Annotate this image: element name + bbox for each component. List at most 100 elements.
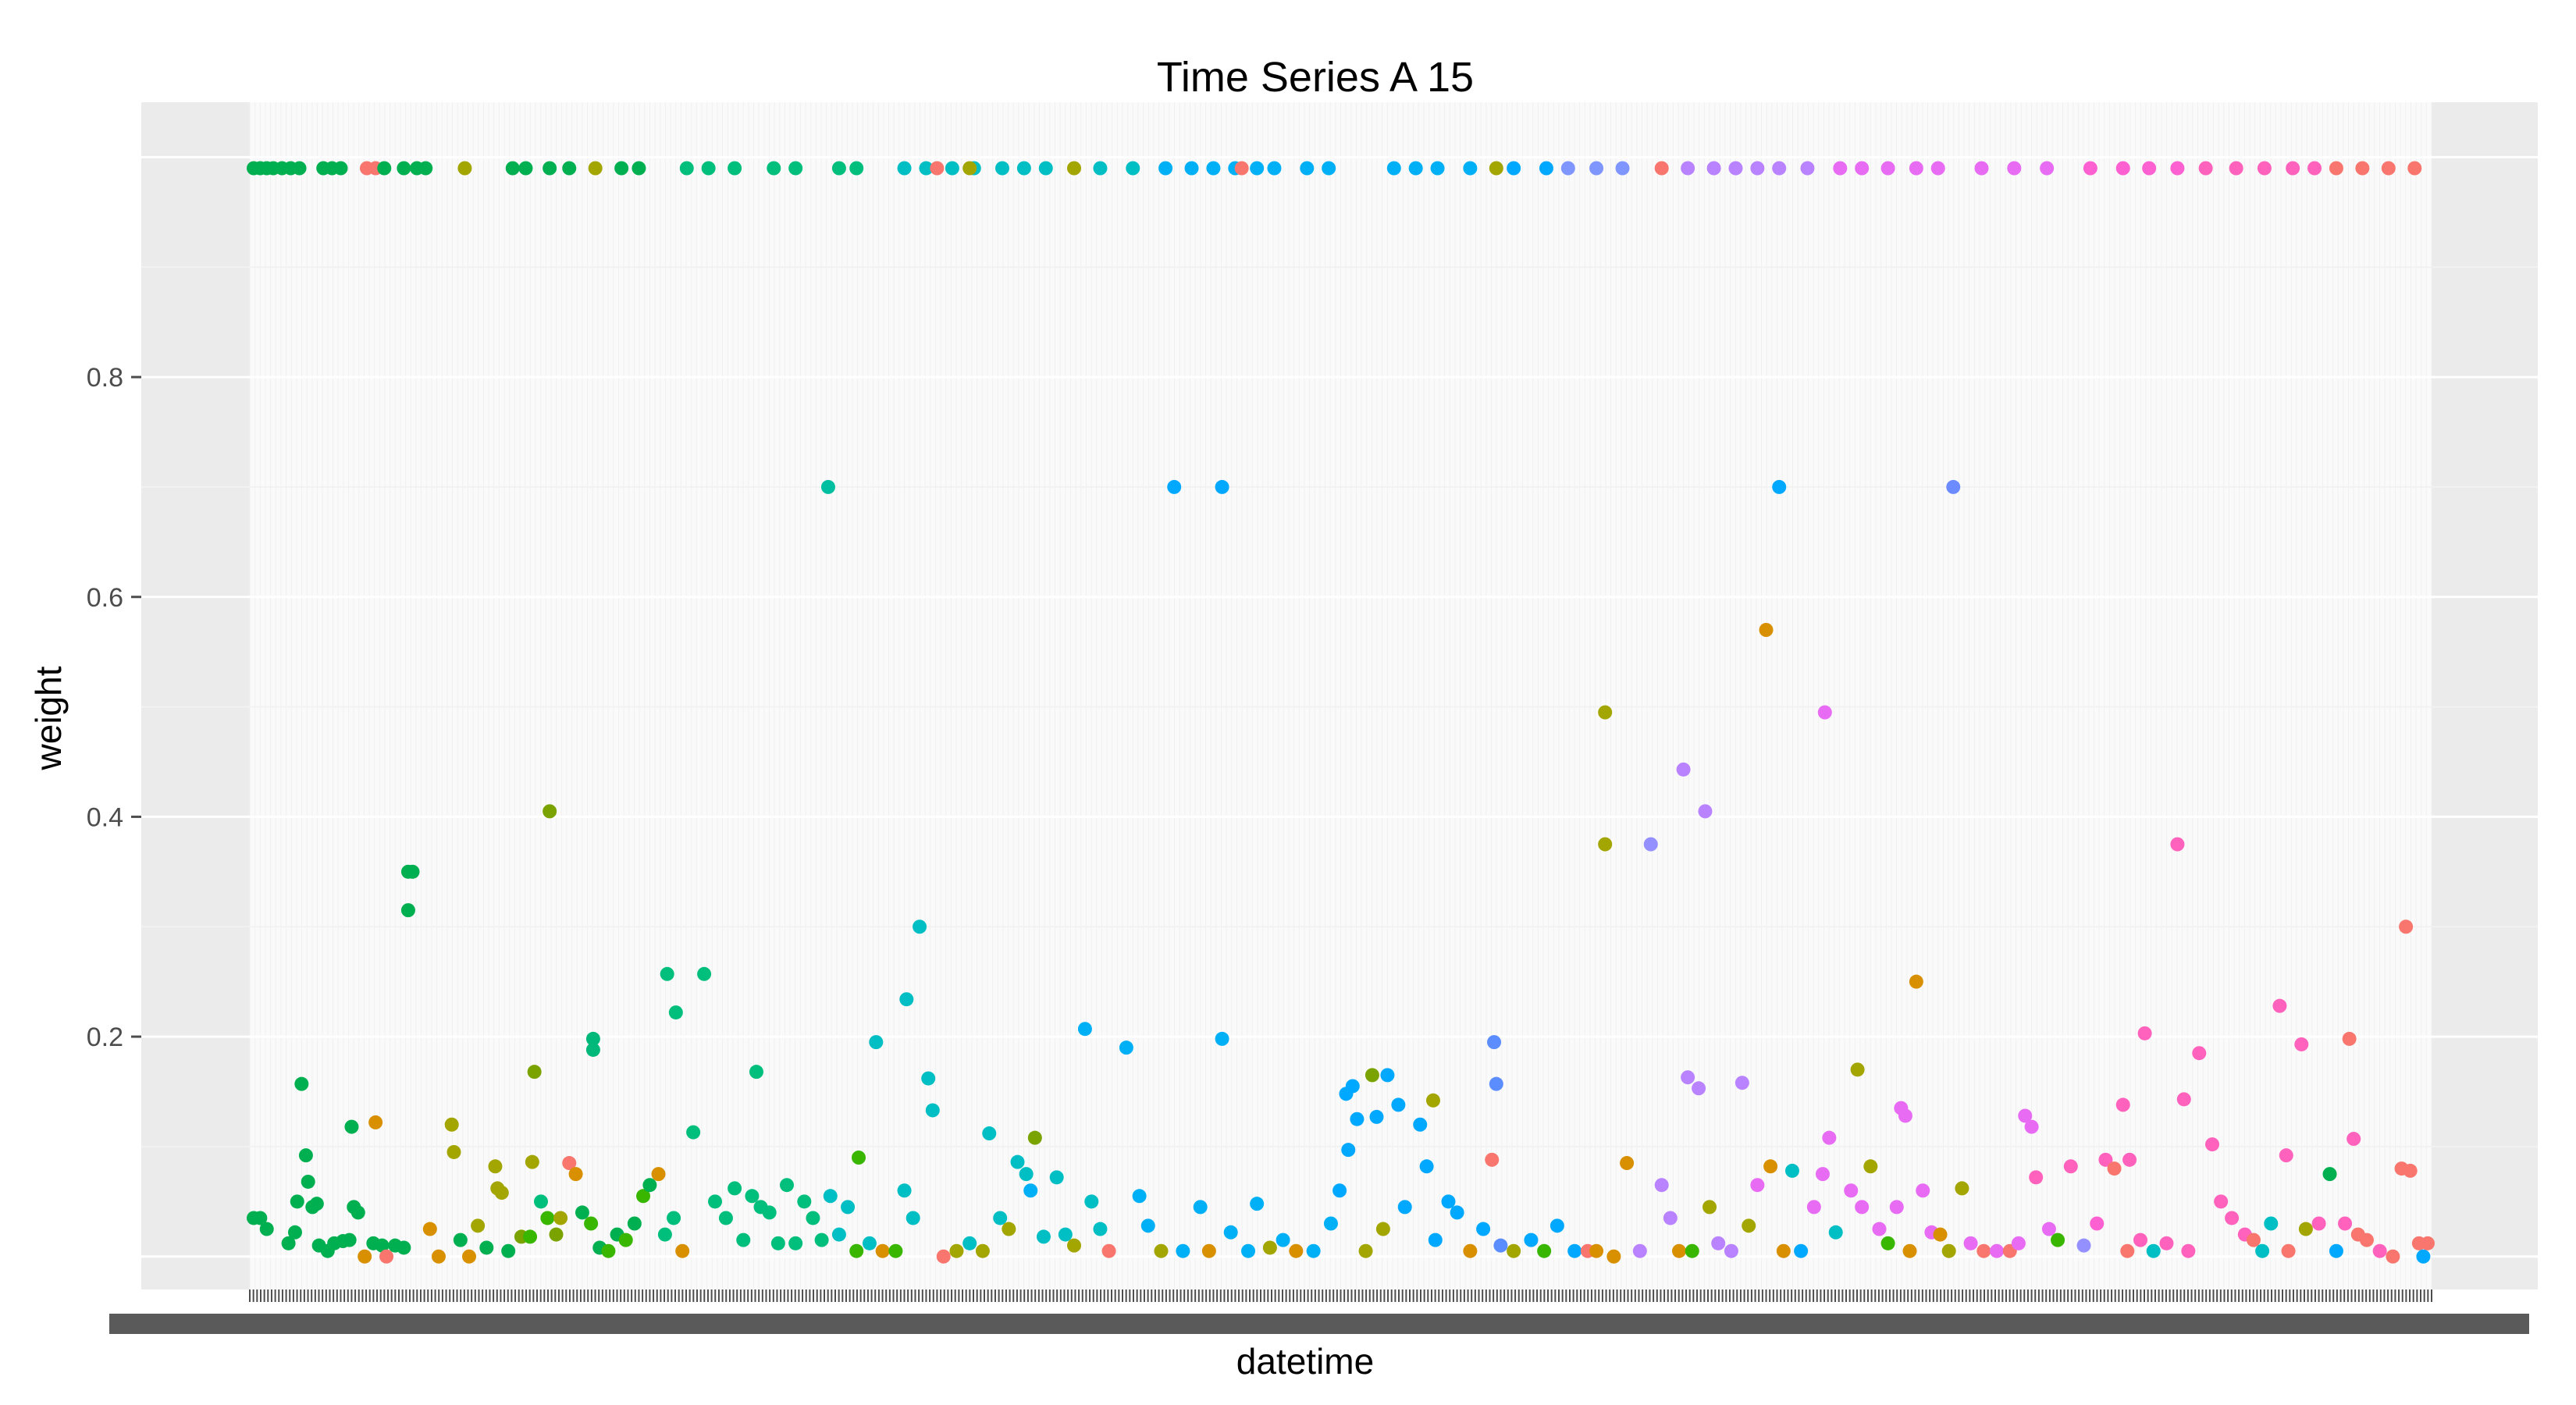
data-point [2246, 1232, 2261, 1247]
data-point [1806, 1200, 1821, 1215]
data-point [1126, 161, 1140, 176]
data-point [1027, 1130, 1042, 1145]
data-point [2122, 1152, 2137, 1167]
data-point [1493, 1238, 1508, 1253]
data-point [1850, 1062, 1865, 1077]
data-point [1672, 1243, 1687, 1258]
data-point [1560, 161, 1575, 176]
data-point [1038, 161, 1053, 176]
data-point [588, 161, 603, 176]
data-point [350, 1205, 365, 1220]
data-point [1300, 161, 1315, 176]
data-point [2018, 1108, 2033, 1123]
data-point [618, 1232, 633, 1247]
data-point [788, 1236, 803, 1250]
data-point [1364, 1068, 1379, 1083]
data-point [2011, 1236, 2026, 1250]
data-point [568, 1167, 583, 1182]
data-point [2322, 1167, 2337, 1182]
data-point [614, 161, 629, 176]
data-point [1016, 161, 1031, 176]
data-point [2381, 161, 2396, 176]
data-point [457, 161, 472, 176]
data-point [1332, 1183, 1347, 1198]
data-point [1132, 1189, 1147, 1204]
data-point [1692, 1081, 1706, 1096]
data-point [290, 1194, 304, 1209]
data-point [1140, 1218, 1155, 1233]
data-point [1855, 1200, 1870, 1215]
data-point [562, 161, 577, 176]
data-point [1215, 479, 1229, 494]
data-point [1620, 1156, 1635, 1171]
data-point [728, 161, 742, 176]
data-point [294, 1076, 309, 1091]
data-point [701, 161, 716, 176]
data-point [906, 1211, 920, 1225]
data-point [2342, 1031, 2357, 1046]
data-point [1250, 161, 1265, 176]
data-point [585, 1031, 600, 1046]
data-point [679, 161, 694, 176]
data-point [718, 1211, 733, 1225]
data-point [533, 1194, 548, 1209]
data-point [488, 1159, 503, 1174]
data-point [1815, 1167, 1830, 1182]
data-point [2192, 1046, 2207, 1061]
data-point [1763, 1159, 1778, 1174]
data-point [259, 1222, 274, 1236]
data-point [2063, 1159, 2078, 1174]
data-point [1539, 161, 1553, 176]
data-point [736, 1232, 751, 1247]
data-point [471, 1218, 486, 1233]
data-point [1663, 1211, 1678, 1225]
data-point [2107, 1161, 2122, 1176]
data-point [1322, 161, 1336, 176]
data-point [2170, 161, 2185, 176]
data-point [1485, 1152, 1500, 1167]
data-point [1844, 1183, 1859, 1198]
data-point [2120, 1243, 2135, 1258]
data-point [2076, 1238, 2091, 1253]
data-point [2298, 1222, 2313, 1236]
data-point [767, 161, 781, 176]
data-point [749, 1065, 763, 1080]
data-point [2272, 998, 2287, 1013]
data-point [2264, 1216, 2279, 1231]
data-point [298, 1148, 313, 1163]
data-point [1241, 1243, 1256, 1258]
data-point [2225, 1211, 2240, 1225]
data-point [919, 161, 934, 176]
data-point [1093, 161, 1108, 176]
data-point [2279, 1148, 2293, 1163]
data-point [1589, 161, 1604, 176]
data-point [2041, 1222, 2056, 1236]
data-point [2329, 161, 2343, 176]
data-point [2040, 161, 2055, 176]
data-point [1234, 161, 1249, 176]
data-point [1794, 1243, 1809, 1258]
data-point [936, 1249, 951, 1264]
data-point [1800, 161, 1815, 176]
data-point [1963, 1236, 1978, 1250]
data-point [1215, 1031, 1229, 1046]
data-point [2347, 1132, 2361, 1147]
data-point [1077, 1022, 1092, 1037]
data-point [780, 1178, 795, 1193]
data-point [2255, 1243, 2270, 1258]
data-point [975, 1243, 990, 1258]
data-point [2051, 1232, 2065, 1247]
data-point [2399, 919, 2414, 934]
data-point [1685, 1243, 1699, 1258]
data-point [1158, 161, 1173, 176]
data-point [1036, 1229, 1051, 1244]
data-point [2181, 1243, 2196, 1258]
data-point [253, 1211, 268, 1225]
data-point [627, 1216, 642, 1231]
data-point [1643, 837, 1658, 852]
chart-title: Time Series A 15 [1157, 54, 1474, 101]
data-point [601, 1243, 616, 1258]
data-point [1380, 1068, 1395, 1083]
data-point [1350, 1112, 1364, 1126]
data-point [400, 903, 415, 918]
